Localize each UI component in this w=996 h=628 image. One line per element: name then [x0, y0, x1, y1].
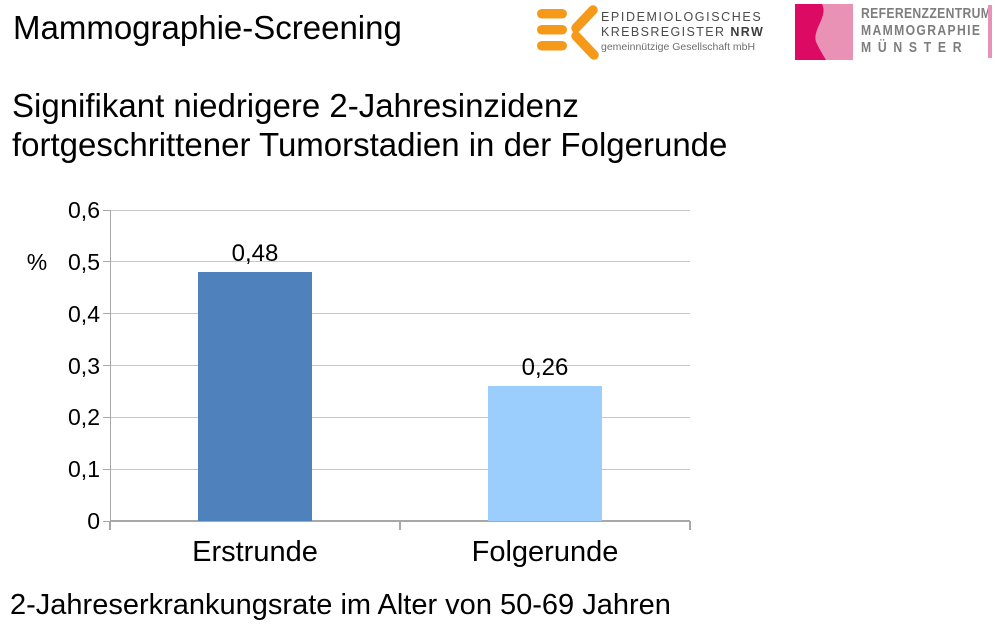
y-axis-tick-mark [103, 468, 110, 470]
ek-orange-bars-icon [537, 5, 599, 60]
gridline [110, 209, 690, 211]
krebsregister-logo [533, 4, 599, 67]
x-axis-tick-mark [399, 521, 401, 530]
slide-subtitle: Signifikant niedrigere 2-Jahresinzidenz … [12, 86, 727, 164]
gridline [110, 416, 690, 418]
bar [488, 386, 602, 521]
y-axis-unit-label: % [26, 248, 48, 275]
referenzzentrum-logo-text: REFERENZZENTRUM MAMMOGRAPHIE MÜNSTER [861, 6, 991, 57]
x-axis-tick-mark [689, 521, 691, 530]
krebsregister-line2-bold: NRW [730, 25, 765, 39]
y-axis-tick-label: 0,1 [68, 456, 100, 483]
gridline [110, 365, 690, 366]
y-axis-tick-label: 0,4 [68, 300, 100, 327]
subtitle-line1: Signifikant niedrigere 2-Jahresinzidenz [12, 87, 579, 124]
y-axis-tick-label: 0,5 [68, 248, 100, 275]
y-axis-line [109, 210, 111, 529]
slide-title: Mammographie-Screening [13, 9, 402, 46]
gridline [110, 261, 690, 263]
krebsregister-line2: KREBSREGISTER NRW [601, 25, 764, 39]
referenzzentrum-line3: MÜNSTER [861, 40, 969, 56]
y-axis-tick-mark [103, 313, 110, 315]
subtitle-line2: fortgeschrittener Tumorstadien in der Fo… [12, 126, 728, 163]
krebsregister-line3: gemeinnützige Gesellschaft mbH [601, 41, 756, 53]
y-axis-tick-label: 0,2 [68, 404, 100, 431]
y-axis-tick-mark [103, 416, 110, 418]
x-axis-category-label: Folgerunde [471, 536, 619, 568]
referenzzentrum-line1: REFERENZZENTRUM [861, 6, 992, 22]
breast-wave-icon [795, 4, 853, 60]
krebsregister-logo-text: EPIDEMIOLOGISCHES KREBSREGISTER NRW geme… [601, 10, 764, 53]
y-axis-tick-mark [103, 261, 110, 263]
y-axis-tick-label: 0 [87, 508, 100, 534]
referenzzentrum-line2: MAMMOGRAPHIE [861, 23, 982, 39]
y-axis-tick-mark [103, 365, 110, 366]
krebsregister-line1: EPIDEMIOLOGISCHES [601, 10, 763, 24]
bar-value-label: 0,26 [521, 354, 569, 382]
slide-caption: 2-Jahreserkrankungsrate im Alter von 50-… [10, 589, 671, 621]
x-axis-tick-mark [109, 521, 111, 530]
referenzzentrum-logo [795, 4, 853, 65]
y-axis-tick-label: 0,3 [68, 352, 100, 379]
referenzzentrum-accent-bar [988, 5, 992, 58]
y-axis-tick-mark [103, 209, 110, 211]
y-axis-tick-label: 0,6 [68, 197, 100, 223]
y-axis-tick-mark [103, 520, 110, 522]
bar [198, 272, 312, 521]
gridline [110, 313, 690, 315]
x-axis-category-label: Erstrunde [192, 536, 318, 568]
gridline [110, 468, 690, 470]
bar-value-label: 0,48 [231, 240, 279, 268]
krebsregister-line2-normal: KREBSREGISTER [601, 25, 731, 39]
